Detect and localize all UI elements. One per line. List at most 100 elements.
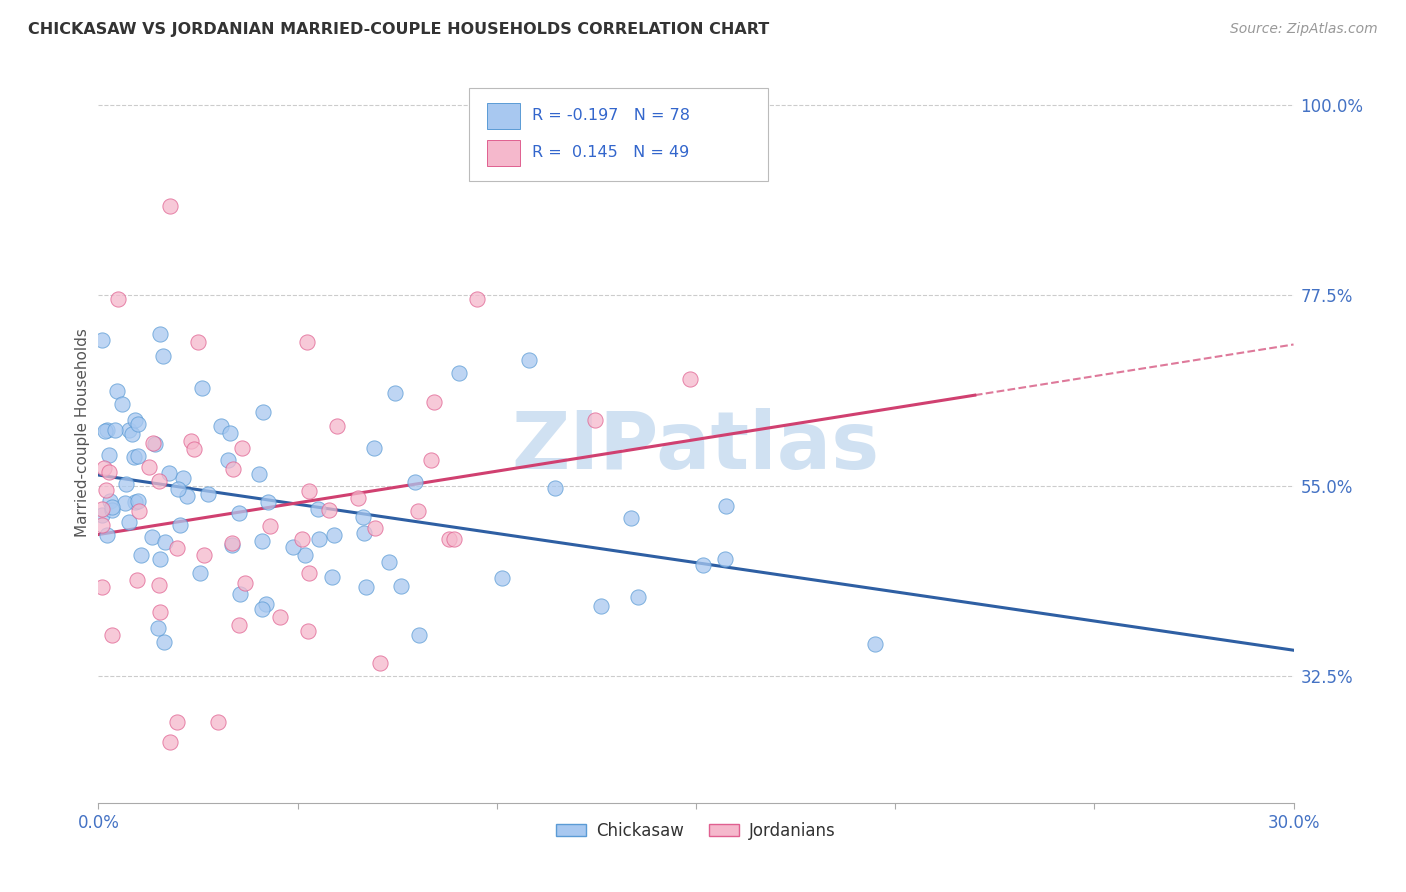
Point (191, 381, 214, 395)
Point (363, 441, 385, 455)
Point (294, 548, 316, 562)
Point (620, 510, 643, 524)
Point (491, 572, 513, 586)
Point (207, 715, 229, 730)
Point (406, 504, 429, 518)
Point (408, 628, 430, 642)
Point (118, 515, 141, 529)
Point (247, 467, 270, 481)
Point (517, 353, 540, 368)
Point (111, 397, 134, 411)
Point (148, 578, 170, 592)
Point (141, 530, 163, 544)
Point (298, 566, 321, 580)
Point (465, 293, 488, 307)
Point (679, 371, 702, 385)
Text: CHICKASAW VS JORDANIAN MARRIED-COUPLE HOUSEHOLDS CORRELATION CHART: CHICKASAW VS JORDANIAN MARRIED-COUPLE HO… (28, 22, 769, 37)
Point (544, 481, 567, 495)
Point (166, 714, 188, 729)
Point (364, 521, 387, 535)
Point (159, 199, 181, 213)
Point (318, 503, 340, 517)
Point (127, 493, 149, 508)
Point (250, 533, 273, 548)
Point (97, 465, 120, 479)
Point (217, 453, 239, 467)
Point (100, 493, 122, 508)
Point (692, 558, 714, 572)
Point (231, 441, 253, 455)
Point (353, 526, 375, 541)
Point (352, 510, 374, 524)
Point (228, 506, 250, 520)
Point (865, 637, 887, 651)
Point (308, 532, 330, 546)
Point (437, 532, 460, 546)
Point (96, 528, 118, 542)
Point (155, 535, 177, 549)
Point (259, 519, 281, 533)
Point (93, 424, 115, 438)
Point (152, 349, 174, 363)
Text: Source: ZipAtlas.com: Source: ZipAtlas.com (1230, 22, 1378, 37)
Bar (486, 103, 520, 129)
Point (325, 418, 347, 433)
Point (307, 501, 329, 516)
Point (188, 566, 211, 580)
Point (420, 453, 443, 467)
Point (114, 496, 136, 510)
Point (104, 423, 127, 437)
Point (152, 635, 174, 649)
Point (138, 459, 160, 474)
Point (423, 394, 446, 409)
Point (149, 551, 172, 566)
Point (101, 627, 124, 641)
Point (250, 602, 273, 616)
Point (157, 466, 180, 480)
Point (443, 532, 465, 546)
Legend: Chickasaw, Jordanians: Chickasaw, Jordanians (550, 815, 842, 847)
Point (125, 573, 148, 587)
Point (389, 579, 412, 593)
Text: R =  0.145   N = 49: R = 0.145 N = 49 (533, 145, 689, 161)
Point (591, 599, 613, 614)
Point (91, 508, 114, 522)
Point (222, 462, 245, 476)
Point (583, 412, 606, 426)
Point (127, 417, 149, 431)
Point (107, 293, 129, 307)
Point (209, 419, 232, 434)
Point (146, 621, 169, 635)
Point (91, 580, 114, 594)
FancyBboxPatch shape (470, 88, 768, 181)
Point (368, 657, 391, 671)
Point (166, 541, 188, 555)
Point (291, 532, 314, 546)
Point (149, 327, 172, 342)
Point (404, 475, 426, 490)
Point (91, 333, 114, 347)
Point (257, 495, 280, 509)
Text: R = -0.197   N = 78: R = -0.197 N = 78 (533, 108, 690, 123)
Point (321, 570, 343, 584)
Point (716, 499, 738, 513)
Point (295, 335, 318, 350)
Y-axis label: Married-couple Households: Married-couple Households (75, 328, 90, 537)
Point (124, 413, 146, 427)
Point (254, 597, 277, 611)
Point (166, 483, 188, 497)
Point (114, 476, 136, 491)
Point (94, 483, 117, 497)
Point (98, 448, 121, 462)
Point (121, 427, 143, 442)
Point (180, 434, 202, 448)
Point (219, 426, 242, 441)
Point (128, 504, 150, 518)
Point (91, 502, 114, 516)
Point (118, 423, 141, 437)
Point (148, 474, 170, 488)
Point (281, 540, 304, 554)
Point (187, 334, 209, 349)
Point (127, 450, 149, 464)
Point (169, 517, 191, 532)
